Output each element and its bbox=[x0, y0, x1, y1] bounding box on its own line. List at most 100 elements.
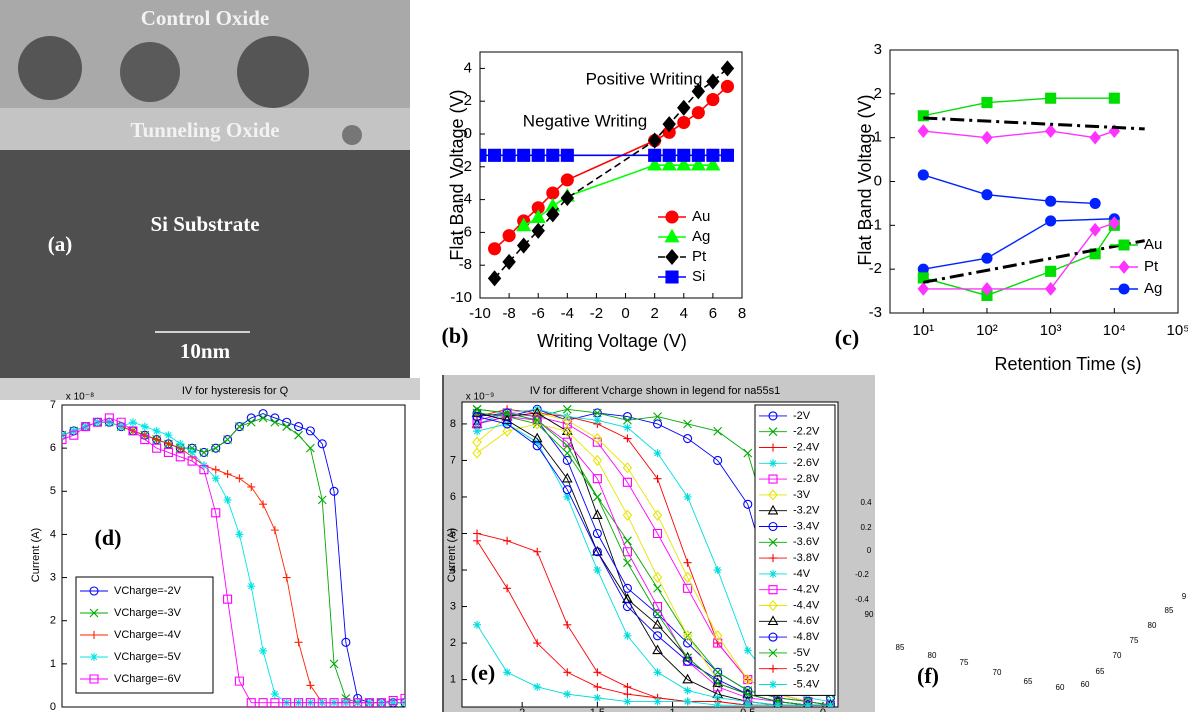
marker bbox=[623, 697, 632, 706]
chart: 2 1.5 1 0.5 0 1 2 3 4 5 6 7 8 -2V -2.2V -2.4V -2.6V -2.8V… bbox=[446, 385, 839, 712]
y-tick-label: 2 bbox=[874, 85, 882, 102]
marker bbox=[472, 436, 482, 448]
marker bbox=[1044, 124, 1057, 138]
marker bbox=[767, 504, 779, 515]
marker bbox=[282, 573, 291, 582]
marker bbox=[1044, 282, 1057, 296]
marker bbox=[652, 528, 663, 539]
x-tick-label: 10¹ bbox=[912, 322, 934, 339]
marker bbox=[164, 439, 173, 448]
chart-title: IV for hysteresis for Q bbox=[182, 385, 289, 397]
marker bbox=[561, 472, 573, 483]
marker bbox=[593, 416, 602, 425]
legend-label: -5.2V bbox=[793, 663, 820, 675]
x-tick-label: 6 bbox=[709, 305, 717, 322]
marker bbox=[652, 509, 663, 521]
y-tick-label: 6 bbox=[450, 491, 456, 503]
marker bbox=[530, 209, 546, 223]
marker bbox=[768, 585, 778, 595]
marker bbox=[306, 681, 315, 690]
x-tick-label: -2 bbox=[590, 305, 603, 322]
marker bbox=[472, 447, 482, 459]
marker bbox=[562, 455, 572, 465]
marker bbox=[128, 418, 137, 427]
marker bbox=[211, 443, 221, 453]
marker bbox=[562, 419, 572, 429]
marker bbox=[235, 474, 244, 483]
marker bbox=[917, 124, 930, 138]
marker bbox=[743, 689, 753, 699]
marker bbox=[473, 536, 482, 545]
y-tick-label: 0 bbox=[50, 701, 56, 712]
x-tick-label: 0 bbox=[820, 707, 826, 712]
marker bbox=[592, 437, 602, 447]
marker bbox=[1045, 265, 1057, 277]
panel-label: (c) bbox=[835, 325, 859, 350]
marker bbox=[560, 148, 574, 162]
polar-label: 0 bbox=[867, 546, 872, 555]
marker bbox=[691, 83, 706, 100]
marker bbox=[713, 667, 723, 677]
marker bbox=[769, 664, 777, 673]
polar-label: 70 bbox=[993, 668, 1002, 677]
marker bbox=[1108, 92, 1120, 104]
marker bbox=[826, 701, 835, 707]
marker bbox=[246, 698, 256, 707]
marker bbox=[768, 411, 778, 421]
plot-area bbox=[889, 49, 1179, 314]
x-tick-label: 1.5 bbox=[590, 707, 605, 712]
polar-label: -0.4 bbox=[855, 595, 869, 604]
marker bbox=[90, 653, 98, 661]
polar-label: 65 bbox=[1024, 677, 1033, 686]
nanocrystal bbox=[342, 125, 362, 145]
marker bbox=[152, 443, 162, 453]
polar-label: 85 bbox=[1165, 606, 1174, 615]
marker bbox=[487, 270, 502, 287]
marker bbox=[713, 566, 722, 575]
marker bbox=[329, 486, 339, 496]
marker bbox=[294, 638, 303, 647]
marker bbox=[665, 210, 679, 224]
marker bbox=[187, 456, 197, 466]
marker bbox=[1045, 215, 1057, 227]
marker bbox=[472, 404, 482, 414]
marker bbox=[677, 115, 691, 130]
chart: -10 -8 -6 -4 -2 0 2 4 6 8 -10 -8 -6 -4 -2 0 2 4 Au Ag Pt Si Wr… bbox=[442, 51, 746, 351]
marker bbox=[317, 495, 327, 505]
marker bbox=[247, 582, 256, 591]
polar-label: 60 bbox=[1081, 680, 1090, 689]
marker bbox=[516, 217, 532, 232]
marker bbox=[546, 206, 560, 223]
x-tick-label: 1 bbox=[669, 707, 675, 712]
y-tick-label: -10 bbox=[450, 289, 472, 306]
y-tick-label: 1 bbox=[450, 674, 456, 686]
marker bbox=[623, 536, 632, 546]
legend-label: -4V bbox=[793, 568, 811, 580]
marker bbox=[517, 148, 531, 162]
x-tick-label: 4 bbox=[680, 305, 688, 322]
marker bbox=[653, 412, 662, 421]
marker bbox=[152, 435, 161, 444]
marker bbox=[502, 425, 512, 437]
polar-label: 0.2 bbox=[860, 523, 872, 532]
marker bbox=[164, 431, 173, 440]
polar-label: 0.4 bbox=[860, 498, 872, 507]
substrate-label: Si Substrate bbox=[150, 212, 259, 236]
plot-data bbox=[471, 404, 836, 707]
marker bbox=[768, 632, 778, 642]
marker bbox=[768, 648, 778, 658]
marker bbox=[706, 73, 720, 90]
marker bbox=[593, 682, 602, 691]
marker bbox=[502, 419, 512, 429]
marker bbox=[664, 228, 680, 243]
x-axis-label: Retention Time (s) bbox=[994, 354, 1141, 374]
marker bbox=[259, 646, 268, 655]
series-line bbox=[923, 174, 1096, 205]
annotation: Positive Writing bbox=[586, 69, 703, 88]
legend-label: VCharge=-3V bbox=[114, 607, 182, 619]
marker bbox=[563, 412, 572, 421]
series-line bbox=[923, 97, 1115, 117]
marker bbox=[211, 474, 220, 483]
x-tick-label: 2 bbox=[519, 707, 525, 712]
